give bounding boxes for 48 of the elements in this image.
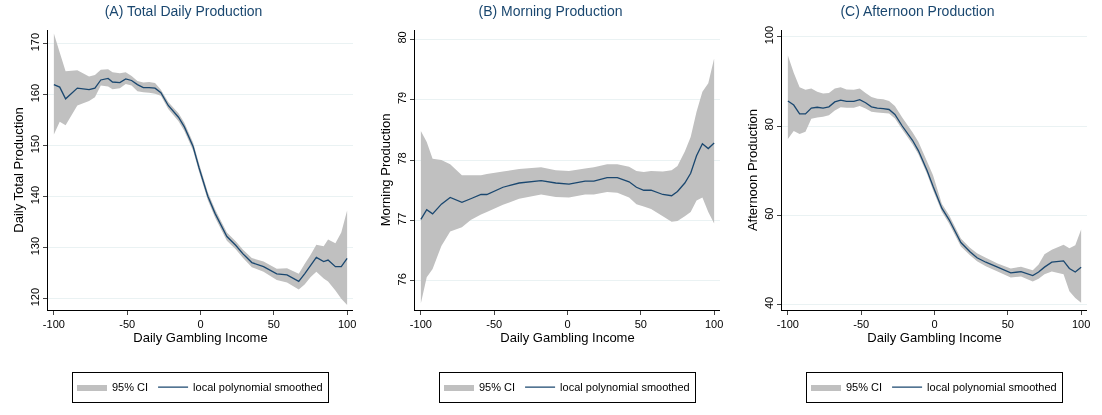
y-tick-label: 80 — [762, 118, 775, 131]
legend-label: local polynomial smoothed — [193, 381, 323, 394]
x-axis-title: Daily Gambling Income — [867, 330, 1002, 346]
x-tick-label: -100 — [409, 318, 432, 331]
y-tick-label: 120 — [28, 287, 41, 307]
y-tick-label: 60 — [762, 207, 775, 220]
chart-title: (A) Total Daily Production — [104, 3, 263, 20]
x-tick-label: 50 — [1001, 318, 1014, 331]
x-tick-label: 50 — [634, 318, 647, 331]
y-tick-label: 140 — [28, 185, 41, 205]
y-tick-label: 76 — [395, 273, 408, 286]
x-tick-label: 0 — [931, 318, 938, 331]
y-tick-label: 130 — [28, 236, 41, 256]
x-axis-title: Daily Gambling Income — [500, 330, 635, 346]
y-axis-title: Afternoon Production — [744, 108, 760, 232]
y-tick-label: 77 — [395, 212, 408, 225]
y-tick-label: 40 — [762, 296, 775, 310]
y-tick-label: 150 — [28, 134, 41, 154]
y-tick-label: 78 — [395, 152, 408, 165]
legend-label: local polynomial smoothed — [560, 381, 690, 394]
x-tick-label: 100 — [704, 318, 724, 331]
y-tick-label: 79 — [395, 91, 408, 105]
chart-title: (B) Morning Production — [478, 3, 623, 20]
x-tick-label: 0 — [197, 318, 204, 331]
x-tick-label: -50 — [853, 318, 870, 331]
x-tick-label: 0 — [564, 318, 571, 331]
chart-title: (C) Afternoon Production — [840, 3, 995, 20]
line-series — [420, 142, 715, 220]
y-axis-title: Daily Total Production — [10, 107, 26, 233]
line-series — [787, 99, 1082, 277]
x-tick-label: 100 — [1071, 318, 1091, 331]
x-tick-label: -50 — [119, 318, 136, 331]
legend-title: 95% CI — [112, 381, 149, 394]
x-tick-label: 100 — [337, 318, 357, 331]
y-tick-label: 160 — [28, 83, 41, 103]
x-tick-label: 50 — [267, 318, 280, 331]
x-tick-label: -100 — [42, 318, 65, 331]
x-tick-label: -50 — [486, 318, 503, 331]
y-axis-title: Morning Production — [377, 113, 393, 227]
x-axis-title: Daily Gambling Income — [133, 330, 268, 346]
y-tick-label: 80 — [395, 31, 408, 44]
legend-label: local polynomial smoothed — [927, 381, 1057, 394]
y-tick-label: 100 — [762, 25, 775, 45]
y-tick-label: 170 — [28, 32, 41, 52]
line-series — [53, 77, 348, 283]
legend-title: 95% CI — [479, 381, 516, 394]
x-tick-label: -100 — [776, 318, 799, 331]
legend-title: 95% CI — [846, 381, 883, 394]
